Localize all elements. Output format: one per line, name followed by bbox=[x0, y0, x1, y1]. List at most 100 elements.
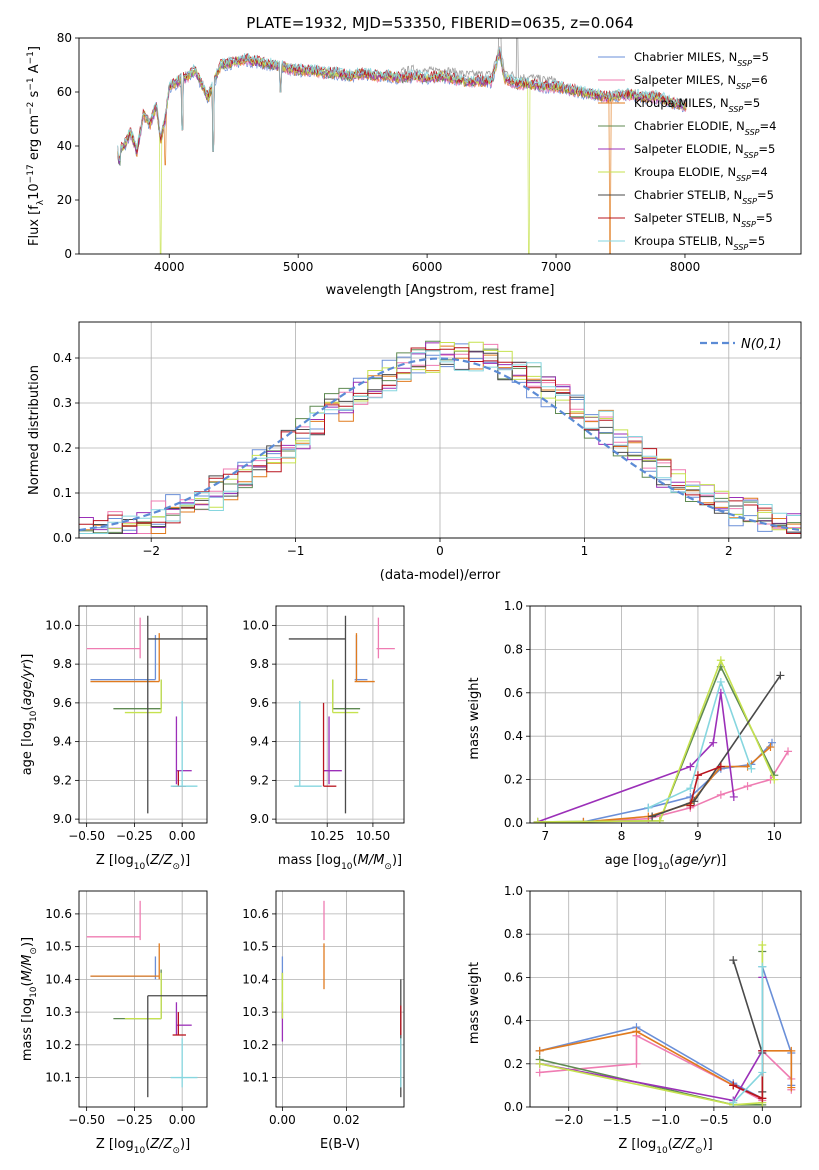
x-axis-label: Z [log10(Z/Z⊙)] bbox=[96, 1137, 190, 1156]
axes-frame bbox=[529, 605, 802, 824]
legend-label: Chabrier MILES, NSSP=5 bbox=[634, 50, 769, 68]
x-axis-label: Z [log10(Z/Z⊙)] bbox=[618, 1137, 712, 1156]
mass-weight-series bbox=[583, 750, 789, 823]
x-axis-label: E(B-V) bbox=[320, 1137, 360, 1152]
y-axis-label: age [log10(age/yr)] bbox=[20, 654, 39, 776]
panel-4: 10.25 10.50 9.0 9.2 9.4 9.6 9.8 10.0 mass [log10… bbox=[242, 605, 405, 872]
spectrum-series bbox=[117, 49, 687, 167]
y-axis-label: mass weight bbox=[467, 677, 482, 759]
legend-label: Salpeter ELODIE, NSSP=5 bbox=[634, 142, 775, 160]
mass-weight-marker bbox=[729, 1081, 738, 1090]
axes-frame bbox=[78, 890, 208, 1108]
x-tick-label: −2 bbox=[142, 544, 160, 558]
spectrum-series bbox=[117, 46, 687, 161]
mass-weight-marker bbox=[716, 677, 725, 686]
mass-weight-marker bbox=[632, 1027, 641, 1036]
y-tick-label: 0.6 bbox=[504, 970, 523, 984]
panel-7: 0.00 0.02 10.1 10.2 10.3 10.4 10.5 10.6 E(B-V) bbox=[242, 890, 405, 1152]
x-tick-label: 0.02 bbox=[333, 1113, 360, 1127]
mass-weight-marker bbox=[632, 1059, 641, 1068]
y-tick-label: 10.6 bbox=[45, 907, 72, 921]
legend-label: Kroupa ELODIE, NSSP=4 bbox=[634, 165, 768, 183]
mass-weight-marker bbox=[655, 816, 664, 823]
axes-frame bbox=[78, 37, 802, 255]
y-tick-label: 9.6 bbox=[250, 696, 269, 710]
x-tick-label: 7 bbox=[541, 829, 549, 843]
page-title: PLATE=1932, MJD=53350, FIBERID=0635, z=0… bbox=[246, 14, 633, 32]
mass-weight-marker bbox=[787, 1046, 796, 1055]
normal-reference-curve bbox=[79, 357, 801, 532]
panel-8: −2.0 −1.5 −1.0 −0.5 0.0 0.0 0.2 0.4 0.6 0.8 1.0 Z [… bbox=[467, 884, 802, 1156]
mass-weight-marker bbox=[767, 738, 776, 747]
x-axis-label: mass [log10(M/M⊙)] bbox=[278, 853, 402, 872]
y-tick-label: 0.2 bbox=[504, 773, 523, 787]
y-tick-label: 0.2 bbox=[504, 1057, 523, 1071]
mass-weight-marker bbox=[747, 764, 756, 773]
mass-weight-marker bbox=[533, 817, 542, 823]
spectrum-series bbox=[117, 48, 687, 165]
x-axis-label: wavelength [Angstrom, rest frame] bbox=[326, 283, 555, 298]
y-tick-label: 40 bbox=[57, 139, 72, 153]
x-tick-label: 10.50 bbox=[356, 829, 390, 843]
errorbar-points bbox=[86, 615, 207, 814]
y-tick-label: 0.4 bbox=[504, 729, 523, 743]
x-tick-label: 0.00 bbox=[169, 1113, 196, 1127]
y-tick-label: 0.6 bbox=[504, 686, 523, 700]
x-tick-label: 2 bbox=[725, 544, 733, 558]
x-tick-label: −2.0 bbox=[554, 1113, 583, 1127]
histogram-series bbox=[79, 347, 801, 534]
y-tick-label: 0 bbox=[64, 247, 72, 261]
x-tick-label: −0.25 bbox=[116, 829, 153, 843]
spectrum-series bbox=[117, 46, 687, 162]
mass-weight-lines bbox=[535, 941, 796, 1107]
x-tick-label: 9 bbox=[694, 829, 702, 843]
mass-weight-marker bbox=[770, 775, 779, 784]
mass-weight-series bbox=[539, 1034, 793, 1102]
mass-weight-lines bbox=[533, 656, 793, 823]
axes-frame bbox=[78, 605, 208, 824]
mass-weight-marker bbox=[758, 941, 767, 949]
x-tick-label: 4000 bbox=[154, 260, 185, 274]
mass-weight-series bbox=[732, 966, 764, 1104]
y-axis-label: mass weight bbox=[467, 962, 482, 1044]
mass-weight-marker bbox=[758, 962, 767, 971]
x-tick-label: 5000 bbox=[283, 260, 314, 274]
x-tick-label: 0.00 bbox=[169, 829, 196, 843]
x-tick-label: 8 bbox=[618, 829, 626, 843]
mass-weight-marker bbox=[776, 671, 785, 680]
spectrum-lines bbox=[117, 38, 687, 254]
legend-label: Salpeter MILES, NSSP=6 bbox=[634, 73, 768, 91]
y-tick-label: 10.4 bbox=[242, 972, 269, 986]
mass-weight-marker bbox=[535, 1059, 544, 1068]
x-tick-label: −0.50 bbox=[68, 829, 105, 843]
legend-label: Chabrier ELODIE, NSSP=4 bbox=[634, 119, 776, 137]
mass-weight-marker bbox=[784, 747, 793, 756]
y-tick-label: 9.2 bbox=[53, 773, 72, 787]
legend-label: Kroupa MILES, NSSP=5 bbox=[634, 96, 760, 114]
panel-6: −0.50 −0.25 0.00 10.1 10.2 10.3 10.4 10.5 10.6 Z … bbox=[20, 890, 208, 1156]
mass-weight-marker bbox=[716, 762, 725, 771]
mass-weight-marker bbox=[686, 762, 695, 771]
x-tick-label: 0.00 bbox=[269, 1113, 296, 1127]
x-tick-label: 0 bbox=[436, 544, 444, 558]
y-axis-label: Normed distribution bbox=[27, 365, 42, 495]
mass-weight-marker bbox=[709, 738, 718, 747]
y-tick-label: 0.8 bbox=[504, 927, 523, 941]
y-tick-label: 80 bbox=[57, 31, 72, 45]
y-tick-label: 0.0 bbox=[53, 531, 72, 545]
y-tick-label: 10.1 bbox=[242, 1071, 269, 1085]
y-tick-label: 10.2 bbox=[242, 1038, 269, 1052]
y-tick-label: 10.0 bbox=[45, 618, 72, 632]
y-tick-label: 10.6 bbox=[242, 907, 269, 921]
x-tick-label: 10.25 bbox=[310, 829, 344, 843]
y-tick-label: 60 bbox=[57, 85, 72, 99]
mass-weight-marker bbox=[716, 790, 725, 799]
y-tick-label: 0.4 bbox=[504, 1014, 523, 1028]
y-tick-label: 0.2 bbox=[53, 441, 72, 455]
mass-weight-marker bbox=[743, 782, 752, 791]
y-tick-label: 0.0 bbox=[504, 816, 523, 830]
mass-weight-marker bbox=[766, 743, 775, 752]
mass-weight-marker bbox=[535, 1046, 544, 1055]
errorbar-points bbox=[86, 900, 207, 1098]
y-tick-label: 10.3 bbox=[242, 1005, 269, 1019]
